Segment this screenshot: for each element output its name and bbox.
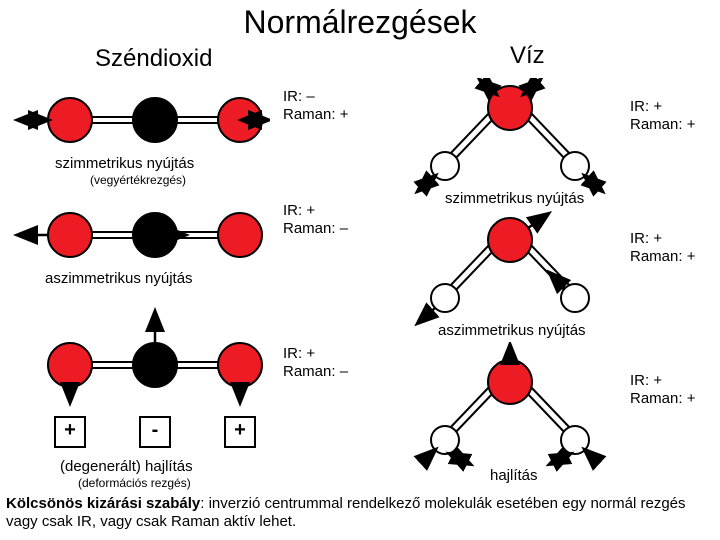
label-co2-bend-raman: Raman: –: [283, 363, 348, 381]
label-co2-asym-raman: Raman: –: [283, 220, 348, 238]
heading-co2: Széndioxid: [95, 45, 212, 73]
caption-h2o-bend: hajlítás: [490, 467, 538, 484]
label-h2o-asym-ir: IR: +: [630, 230, 662, 248]
co2-symmetric-stretch: [10, 85, 270, 155]
label-co2-sym-raman: Raman: +: [283, 106, 348, 124]
h2o-bend: [400, 342, 620, 472]
sign-plus-1: +: [58, 419, 82, 443]
label-co2-asym-ir: IR: +: [283, 202, 315, 220]
label-h2o-bend-raman: Raman: +: [630, 390, 695, 408]
co2-bend: [10, 300, 270, 410]
label-h2o-sym-ir: IR: +: [630, 98, 662, 116]
caption-co2-bend: (degenerált) hajlítás: [60, 458, 193, 475]
co2-asymmetric-stretch: [10, 200, 270, 270]
caption-co2-sym-sub: (vegyértékrezgés): [90, 173, 186, 187]
page-title: Normálrezgések: [0, 0, 720, 41]
label-h2o-asym-raman: Raman: +: [630, 248, 695, 266]
caption-co2-sym: szimmetrikus nyújtás: [55, 155, 194, 172]
label-co2-sym-ir: IR: –: [283, 88, 315, 106]
label-co2-bend-ir: IR: +: [283, 345, 315, 363]
caption-h2o-asym: aszimmetrikus nyújtás: [438, 322, 586, 339]
caption-co2-asym: aszimmetrikus nyújtás: [45, 270, 193, 287]
label-h2o-bend-ir: IR: +: [630, 372, 662, 390]
label-h2o-sym-raman: Raman: +: [630, 116, 695, 134]
footer-text: Kölcsönös kizárási szabály: inverzió cen…: [6, 495, 714, 531]
h2o-symmetric-stretch: [400, 78, 620, 198]
sign-minus: -: [143, 419, 167, 443]
heading-h2o: Víz: [510, 42, 545, 70]
caption-h2o-sym: szimmetrikus nyújtás: [445, 190, 584, 207]
footer-bold: Kölcsönös kizárási szabály: [6, 495, 200, 512]
sign-plus-2: +: [228, 419, 252, 443]
caption-co2-bend-sub: (deformációs rezgés): [78, 476, 191, 490]
h2o-asymmetric-stretch: [400, 210, 620, 330]
